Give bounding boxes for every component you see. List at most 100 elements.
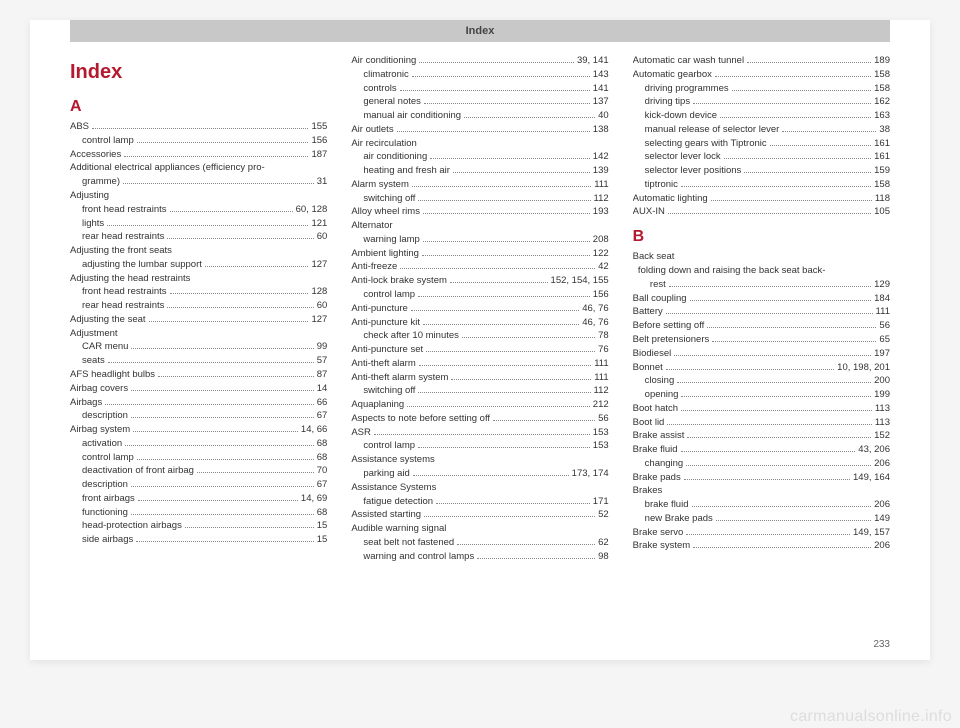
index-entry: Brake fluid43, 206 — [633, 443, 890, 457]
index-entry: Automatic lighting118 — [633, 192, 890, 206]
leader-dots — [716, 514, 871, 521]
leader-dots — [418, 290, 590, 297]
index-entry-label: control lamp — [82, 451, 134, 465]
index-entry-label: activation — [82, 437, 122, 451]
index-entry-page: 161 — [874, 150, 890, 164]
index-entry: CAR menu99 — [70, 340, 327, 354]
index-entry-label: Ball coupling — [633, 292, 687, 306]
index-entry-label: rear head restraints — [82, 230, 164, 244]
index-entry-page: 113 — [875, 402, 890, 416]
index-entry: description67 — [70, 478, 327, 492]
index-entry-page: 99 — [317, 340, 328, 354]
leader-dots — [423, 208, 590, 215]
index-entry-label: warning lamp — [363, 233, 420, 247]
index-entry-page: 155 — [311, 120, 327, 134]
index-group-header: Adjusting the front seats — [70, 244, 327, 258]
index-entry-page: 162 — [874, 95, 890, 109]
index-entry-page: 56 — [879, 319, 890, 333]
index-entry: head-protection airbags15 — [70, 519, 327, 533]
leader-dots — [125, 439, 314, 446]
index-group-header: Adjusting — [70, 189, 327, 203]
index-entry-page: 43, 206 — [858, 443, 890, 457]
index-entry-label: Brake assist — [633, 429, 685, 443]
leader-dots — [690, 294, 872, 301]
index-entry-label: description — [82, 478, 128, 492]
leader-dots — [669, 280, 871, 287]
leader-dots — [412, 70, 590, 77]
index-entry: rear head restraints60 — [70, 299, 327, 313]
index-entry-page: 98 — [598, 550, 609, 564]
index-entry: seats57 — [70, 354, 327, 368]
index-entry: Anti-puncture set76 — [351, 343, 608, 357]
index-entry-page: 112 — [594, 384, 609, 398]
leader-dots — [450, 277, 548, 284]
index-entry: check after 10 minutes78 — [351, 329, 608, 343]
index-entry-page: 149 — [874, 512, 890, 526]
watermark: carmanualsonline.info — [790, 708, 952, 726]
index-entry-label: Adjustment — [70, 327, 118, 341]
index-entry-label: Ambient lighting — [351, 247, 419, 261]
index-entry-page: 197 — [874, 347, 890, 361]
index-entry: new Brake pads149 — [633, 512, 890, 526]
index-entry-label: seats — [82, 354, 105, 368]
index-entry-page: 14, 66 — [301, 423, 327, 437]
leader-dots — [149, 315, 309, 322]
index-entry-label: Adjusting the front seats — [70, 244, 172, 258]
index-entry-label: Anti-theft alarm system — [351, 371, 448, 385]
leader-dots — [105, 398, 314, 405]
index-entry-page: 159 — [874, 164, 890, 178]
index-entry-label: selecting gears with Tiptronic — [645, 137, 767, 151]
index-entry: Bonnet10, 198, 201 — [633, 361, 890, 375]
index-entry-page: 111 — [594, 178, 608, 192]
index-entry-page: 139 — [593, 164, 609, 178]
index-entry-label: Anti-puncture — [351, 302, 408, 316]
leader-dots — [412, 180, 591, 187]
index-entry-page: 152 — [874, 429, 890, 443]
index-entry-label: Anti-theft alarm — [351, 357, 415, 371]
leader-dots — [170, 288, 309, 295]
index-entry: Airbag covers14 — [70, 382, 327, 396]
index-entry-page: 46, 76 — [582, 316, 608, 330]
section-letter: A — [70, 95, 327, 118]
index-group-header: Brakes — [633, 484, 890, 498]
index-entry: front airbags14, 69 — [70, 492, 327, 506]
index-entry-page: 121 — [311, 217, 327, 231]
index-entry-page: 156 — [311, 134, 327, 148]
index-entry-page: 111 — [876, 305, 890, 319]
leader-dots — [400, 84, 590, 91]
leader-dots — [418, 442, 590, 449]
index-entry-label: Audible warning signal — [351, 522, 446, 536]
index-entry-page: 142 — [593, 150, 609, 164]
index-entry: Brake pads149, 164 — [633, 471, 890, 485]
index-entry-page: 137 — [593, 95, 609, 109]
index-entry-page: 173, 174 — [572, 467, 609, 481]
index-entry-page: 105 — [874, 205, 890, 219]
leader-dots — [407, 401, 590, 408]
index-entry-label: Assistance Systems — [351, 481, 436, 495]
index-entry-page: 87 — [317, 368, 328, 382]
index-entry-label: selector lever lock — [645, 150, 721, 164]
index-entry: Alarm system111 — [351, 178, 608, 192]
index-entry: climatronic143 — [351, 68, 608, 82]
index-entry-label: Air recirculation — [351, 137, 416, 151]
index-entry: activation68 — [70, 437, 327, 451]
index-entry-page: 62 — [598, 536, 609, 550]
index-entry: AFS headlight bulbs87 — [70, 368, 327, 382]
index-group-header: Additional electrical appliances (effici… — [70, 161, 327, 175]
index-entry-page: 129 — [874, 278, 890, 292]
index-entry-page: 52 — [598, 508, 609, 522]
index-entry: Ball coupling184 — [633, 292, 890, 306]
index-entry-page: 68 — [317, 506, 328, 520]
index-entry-label: Air outlets — [351, 123, 393, 137]
index-entry-label: ABS — [70, 120, 89, 134]
index-entry: switching off112 — [351, 192, 608, 206]
index-entry-label: changing — [645, 457, 684, 471]
leader-dots — [397, 125, 590, 132]
index-entry-label: description — [82, 409, 128, 423]
index-entry: side airbags15 — [70, 533, 327, 547]
index-entry-page: 149, 157 — [853, 526, 890, 540]
leader-dots — [453, 166, 590, 173]
index-entry-label: warning and control lamps — [363, 550, 474, 564]
leader-dots — [413, 469, 569, 476]
index-content: IndexAABS155control lamp156Accessories18… — [30, 42, 930, 563]
